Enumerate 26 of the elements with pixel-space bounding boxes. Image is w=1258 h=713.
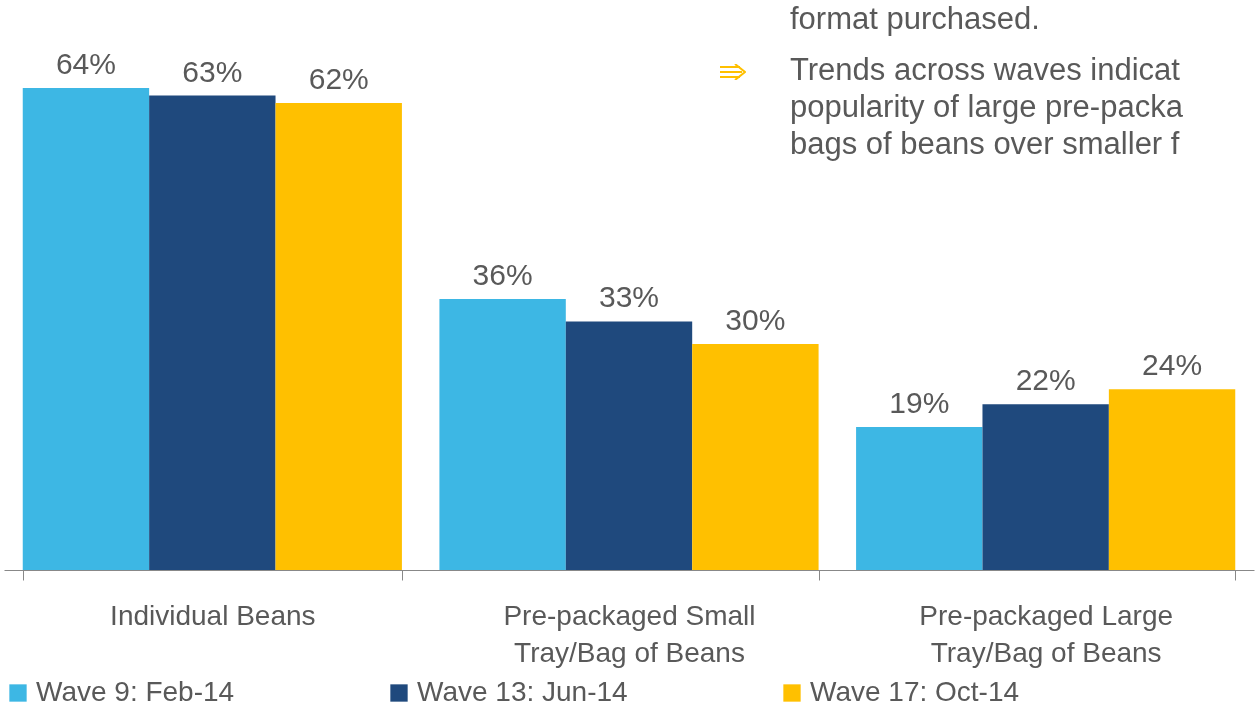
bar: [22, 88, 150, 570]
bar: [149, 95, 276, 570]
data-label: 19%: [889, 385, 950, 419]
legend-label: Wave 17: Oct-14: [810, 676, 1020, 707]
legend-label: Wave 13: Jun-14: [417, 676, 628, 707]
data-label: 62%: [308, 62, 369, 96]
annotation: Trends across waves indicat popularity of large pre-packa bags of beans over smaller f: [790, 51, 1184, 162]
data-label: 64%: [55, 47, 116, 80]
x-tick-label: Pre-packaged Large Tray/Bag of Beans: [919, 599, 1174, 668]
bar: [275, 103, 402, 570]
data-label: 24%: [1142, 348, 1203, 382]
x-tick-label: Individual Beans: [110, 599, 316, 631]
x-tick-label: Pre-packaged Small Tray/Bag of Beans: [503, 599, 756, 668]
legend-label: Wave 9: Feb-14: [36, 676, 235, 707]
data-label: 22%: [1015, 363, 1076, 397]
data-label: 30%: [725, 303, 786, 337]
bar: [565, 321, 693, 570]
data-label: 63%: [182, 54, 243, 88]
bar: [439, 298, 566, 570]
bar: [856, 426, 983, 570]
bar: [1108, 389, 1236, 570]
text: format purchased.: [790, 0, 1040, 37]
data-label: 33%: [598, 280, 660, 314]
bar: [982, 404, 1109, 570]
bar: [692, 344, 819, 570]
data-label: 36%: [472, 257, 533, 291]
